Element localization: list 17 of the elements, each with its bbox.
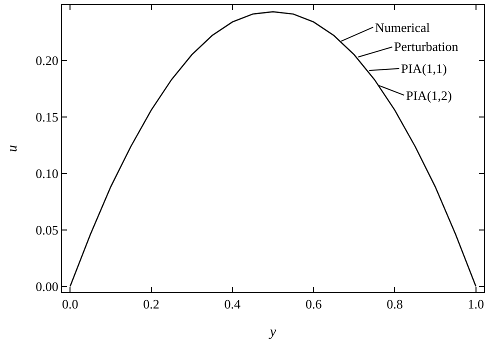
y-axis-title: u xyxy=(5,145,20,152)
x-tick-label: 0.4 xyxy=(224,296,242,312)
x-tick-label: 0.6 xyxy=(305,296,322,312)
y-tick-label: 0.20 xyxy=(36,52,58,68)
y-tick-label: 0.05 xyxy=(36,222,58,238)
x-tick-label: 1.0 xyxy=(468,296,484,312)
annotation: Perturbation xyxy=(394,39,459,54)
y-tick-label: 0.15 xyxy=(36,109,58,124)
x-tick-label: 0.0 xyxy=(62,296,78,312)
x-tick-label: 0.8 xyxy=(386,296,403,312)
annotation: PIA(1,1) xyxy=(401,61,447,76)
annotation: PIA(1,2) xyxy=(406,88,452,103)
y-tick-label: 0.10 xyxy=(36,166,58,181)
y-tick-label: 0.00 xyxy=(36,278,58,294)
x-tick-label: 0.2 xyxy=(143,296,160,312)
annotation: Numerical xyxy=(375,20,430,35)
x-axis-title: y xyxy=(268,324,277,340)
